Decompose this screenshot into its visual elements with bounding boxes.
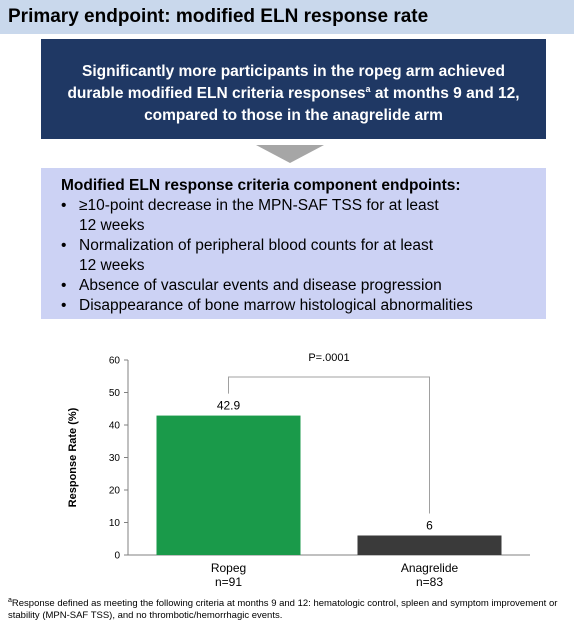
criteria-item: • Normalization of peripheral blood count…: [61, 237, 434, 274]
y-tick-label: 10: [109, 518, 121, 529]
bullet-icon: •: [61, 197, 67, 214]
page-title: Primary endpoint: modified ELN response …: [8, 6, 429, 27]
criteria-item: • ≥10-point decrease in the MPN-SAF TSS f…: [61, 197, 439, 234]
y-tick-label: 20: [109, 486, 121, 497]
y-tick-label: 30: [109, 453, 121, 464]
y-tick-label: 60: [109, 356, 121, 367]
criteria-item: • Disappearance of bone marrow histologic…: [61, 297, 473, 314]
significance-bracket: [228, 376, 430, 514]
summary-line-2: durable modified ELN criteria responsesa…: [67, 83, 520, 102]
x-tick-label: Ropeg: [211, 561, 246, 575]
x-tick-sublabel: n=91: [215, 575, 242, 589]
criteria-title: Modified ELN response criteria component…: [61, 177, 461, 194]
criteria-list: • ≥10-point decrease in the MPN-SAF TSS f…: [61, 196, 532, 316]
bullet-icon: •: [61, 277, 67, 294]
y-axis-label: Response Rate (%): [67, 407, 79, 507]
down-arrow-icon: [256, 145, 324, 163]
p-value-annotation: P=.0001: [308, 352, 349, 364]
y-tick-label: 50: [109, 388, 121, 399]
bullet-icon: •: [61, 237, 67, 254]
criteria-box: Modified ELN response criteria component…: [41, 168, 546, 319]
summary-line-1: Significantly more participants in the r…: [82, 63, 505, 80]
data-label: 42.9: [217, 399, 241, 413]
bullet-icon: •: [61, 297, 67, 314]
footnote-marker: a: [8, 596, 12, 604]
y-tick-label: 0: [114, 551, 120, 562]
footnote: aResponse defined as meeting the followi…: [8, 596, 558, 621]
header-bar: Primary endpoint: modified ELN response …: [0, 0, 574, 34]
summary-box: Significantly more participants in the r…: [41, 39, 546, 139]
x-tick-label: Anagrelide: [401, 561, 459, 575]
y-tick-label: 40: [109, 421, 121, 432]
summary-footnote-marker: a: [365, 83, 371, 94]
x-tick-sublabel: n=83: [416, 575, 443, 589]
response-rate-chart: 0 10 20 30 40 50 60 Response Rate (%) 42.9 Ropeg n…: [0, 340, 574, 600]
criteria-item: • Absence of vascular events and disease …: [61, 277, 442, 294]
bar-anagrelide: [357, 535, 502, 555]
data-label: 6: [426, 519, 433, 533]
summary-line-3: compared to those in the anagrelide arm: [144, 107, 443, 124]
bar-ropeg: [156, 415, 301, 555]
